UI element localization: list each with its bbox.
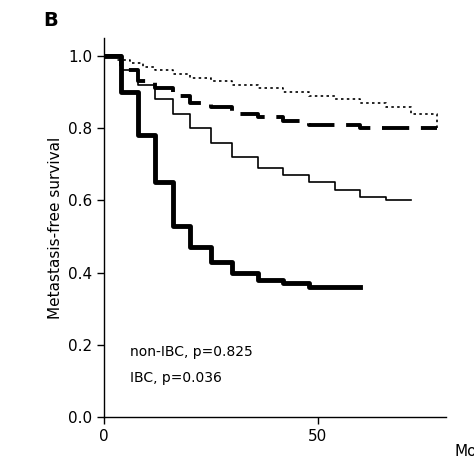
- Text: B: B: [43, 11, 58, 30]
- X-axis label: Mo: Mo: [455, 444, 474, 459]
- Y-axis label: Metastasis-free survival: Metastasis-free survival: [48, 137, 63, 319]
- Text: IBC, p=0.036: IBC, p=0.036: [130, 371, 222, 384]
- Text: non-IBC, p=0.825: non-IBC, p=0.825: [130, 346, 253, 359]
